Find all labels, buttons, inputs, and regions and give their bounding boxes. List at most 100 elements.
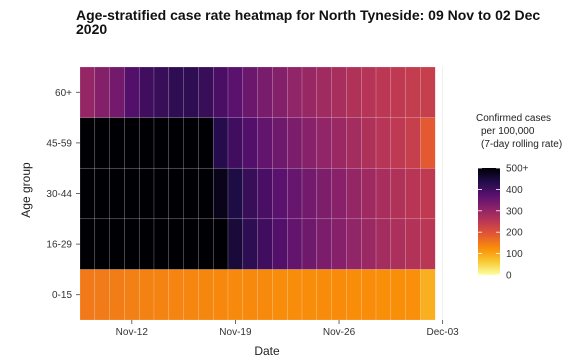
heatmap-cell — [153, 167, 170, 220]
heatmap-cell — [375, 117, 392, 169]
colorbar-tick-label: 300 — [506, 206, 523, 217]
heatmap-cell — [168, 218, 184, 270]
heatmap-cell — [183, 66, 199, 118]
x-tick-label: Dec-03 — [427, 327, 460, 338]
heatmap-cell — [272, 117, 288, 169]
heatmap-cell — [301, 66, 318, 118]
heatmap-cell — [331, 117, 347, 169]
heatmap-cell — [79, 66, 96, 118]
heatmap-cell — [301, 218, 318, 270]
heatmap-cell — [361, 117, 377, 169]
heatmap-cell — [242, 66, 258, 118]
heatmap-cell — [316, 218, 332, 270]
colorbar-tick-label: 400 — [506, 185, 523, 196]
heatmap-cell — [212, 269, 229, 321]
heatmap-cell — [346, 167, 362, 220]
heatmap-cell — [212, 218, 229, 270]
heatmap-cell — [109, 117, 125, 169]
heatmap-cell — [124, 66, 140, 118]
x-tick-label: Nov-26 — [323, 327, 356, 338]
heatmap-cell — [79, 117, 96, 169]
heatmap-cell — [227, 117, 244, 169]
legend-title-line-3: (7-day rolling rate) — [481, 139, 562, 150]
chart-title: Age-stratified case rate heatmap for Nor… — [76, 7, 541, 37]
heatmap-cell — [375, 167, 392, 220]
heatmap-cell — [361, 218, 377, 270]
heatmap-cell — [286, 218, 303, 270]
heatmap-cell — [124, 269, 140, 321]
heatmap-cell — [227, 218, 244, 270]
heatmap-cell — [390, 117, 406, 169]
heatmap-cell — [183, 218, 199, 270]
heatmap-cell — [138, 117, 155, 169]
heatmap-cell — [212, 66, 229, 118]
heatmap-cell — [124, 218, 140, 270]
y-tick-label: 45-59 — [46, 138, 72, 149]
heatmap-cell — [405, 167, 421, 220]
colorbar — [478, 168, 500, 275]
heatmap-cell — [286, 167, 303, 220]
heatmap-cell — [242, 167, 258, 220]
heatmap-cell — [198, 218, 214, 270]
heatmap-cell — [405, 269, 421, 321]
y-axis-title: Age group — [19, 162, 33, 218]
heatmap-cell — [153, 218, 170, 270]
heatmap-cell — [272, 269, 288, 321]
colorbar-tick-label: 0 — [506, 271, 512, 282]
heatmap-cell — [390, 269, 406, 321]
heatmap-cell — [183, 269, 199, 321]
heatmap-cell — [301, 167, 318, 220]
heatmap-cell — [138, 218, 155, 270]
heatmap-cell — [79, 269, 96, 321]
y-tick-label: 16-29 — [46, 240, 72, 251]
heatmap-cell — [390, 66, 406, 118]
heatmap-cell — [198, 66, 214, 118]
y-tick-label: 0-15 — [52, 290, 72, 301]
heatmap-cell — [138, 66, 155, 118]
heatmap-cell — [79, 218, 96, 270]
heatmap-cell — [375, 66, 392, 118]
heatmap-cell — [257, 117, 273, 169]
heatmap-cell — [168, 167, 184, 220]
heatmap-cell — [109, 66, 125, 118]
heatmap-cell — [212, 167, 229, 220]
heatmap-cell — [272, 218, 288, 270]
heatmap-cell — [109, 269, 125, 321]
heatmap-cell — [331, 218, 347, 270]
heatmap-cell — [153, 117, 170, 169]
heatmap-cell — [420, 167, 436, 220]
heatmap-cell — [272, 167, 288, 220]
y-tick-label: 60+ — [55, 88, 72, 99]
heatmap-cell — [242, 269, 258, 321]
heatmap-cell — [227, 269, 244, 321]
x-tick-label: Nov-12 — [116, 327, 149, 338]
heatmap-cell — [301, 269, 318, 321]
heatmap-cell — [94, 269, 110, 321]
y-axis-ticks: 0-15 16-29 30-44 45-59 60+ — [46, 88, 80, 301]
colorbar-tick-label: 200 — [506, 228, 523, 239]
x-axis-ticks: Nov-12 Nov-19 Nov-26 Dec-03 — [116, 320, 460, 338]
heatmap-cell — [168, 66, 184, 118]
heatmap-cell — [331, 269, 347, 321]
heatmap-cell — [331, 167, 347, 220]
heatmap-cell — [331, 66, 347, 118]
heatmap-cell — [375, 269, 392, 321]
heatmap-cell — [198, 167, 214, 220]
heatmap-cell — [257, 167, 273, 220]
heatmap-cell — [183, 117, 199, 169]
heatmap-cell — [405, 66, 421, 118]
heatmap-cell — [153, 66, 170, 118]
legend-title-line-1: Confirmed cases — [476, 113, 551, 124]
heatmap-cell — [316, 167, 332, 220]
heatmap-cell — [242, 218, 258, 270]
heatmap-cell — [420, 269, 436, 321]
heatmap-cell — [109, 167, 125, 220]
colorbar-ticks: 500+ 400 300 200 100 0 — [478, 164, 529, 282]
heatmap-cell — [212, 117, 229, 169]
heatmap-cell — [301, 117, 318, 169]
heatmap-cell — [79, 167, 96, 220]
heatmap-cell — [257, 269, 273, 321]
heatmap-cell — [390, 167, 406, 220]
heatmap-cell — [227, 167, 244, 220]
heatmap-cell — [198, 269, 214, 321]
